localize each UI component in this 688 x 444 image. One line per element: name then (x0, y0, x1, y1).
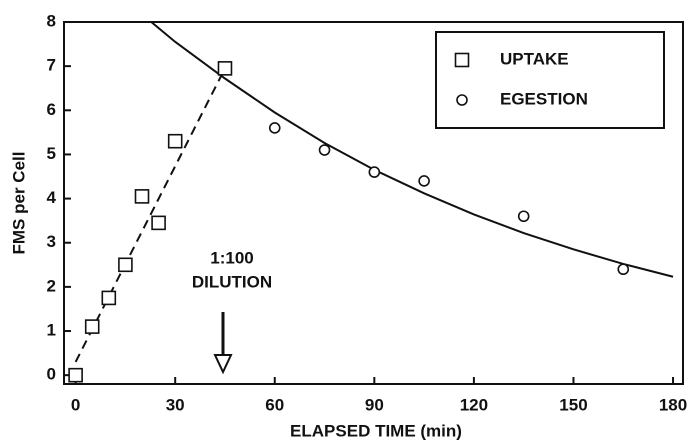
x-axis-label: ELAPSED TIME (min) (290, 421, 462, 440)
legend-marker (456, 94, 468, 106)
plot-area (74, 22, 674, 363)
fit-line (74, 67, 226, 363)
x-tick-label: 180 (659, 395, 687, 414)
y-tick-label: 2 (47, 276, 56, 295)
point (167, 133, 183, 149)
x-tick-label: 30 (166, 395, 185, 414)
y-tick-label: 4 (47, 188, 57, 207)
point (151, 215, 166, 231)
legend-label: UPTAKE (500, 49, 569, 68)
legend-box (435, 31, 665, 129)
annotation: DILUTION (192, 272, 272, 291)
y-axis-label: FMS per Cell (9, 152, 28, 255)
annotation: 1:100 (210, 248, 253, 267)
y-tick-label: 1 (47, 321, 56, 340)
point (517, 210, 530, 223)
point (217, 61, 233, 76)
y-tick-label: 7 (47, 56, 56, 75)
y-tick-label: 5 (47, 144, 56, 163)
fit-line (150, 22, 674, 278)
point (68, 367, 83, 383)
point (617, 263, 630, 276)
y-tick-label: 6 (47, 100, 56, 119)
x-tick-label: 0 (71, 395, 80, 414)
x-tick-label: 90 (365, 395, 384, 414)
point (101, 290, 117, 306)
x-tick-label: 60 (265, 395, 284, 414)
point (118, 257, 133, 273)
point (318, 144, 331, 156)
legend-label: EGESTION (500, 89, 588, 108)
point (268, 122, 281, 134)
x-tick-label: 120 (460, 395, 488, 414)
point (134, 189, 150, 204)
y-tick-label: 8 (47, 11, 56, 30)
y-tick-label: 0 (47, 365, 56, 384)
point (368, 166, 381, 178)
legend-marker (454, 52, 470, 68)
arrow-head (213, 354, 233, 375)
y-tick-label: 3 (47, 232, 56, 251)
x-tick-label: 150 (559, 395, 587, 414)
point (84, 319, 100, 334)
point (418, 175, 430, 187)
